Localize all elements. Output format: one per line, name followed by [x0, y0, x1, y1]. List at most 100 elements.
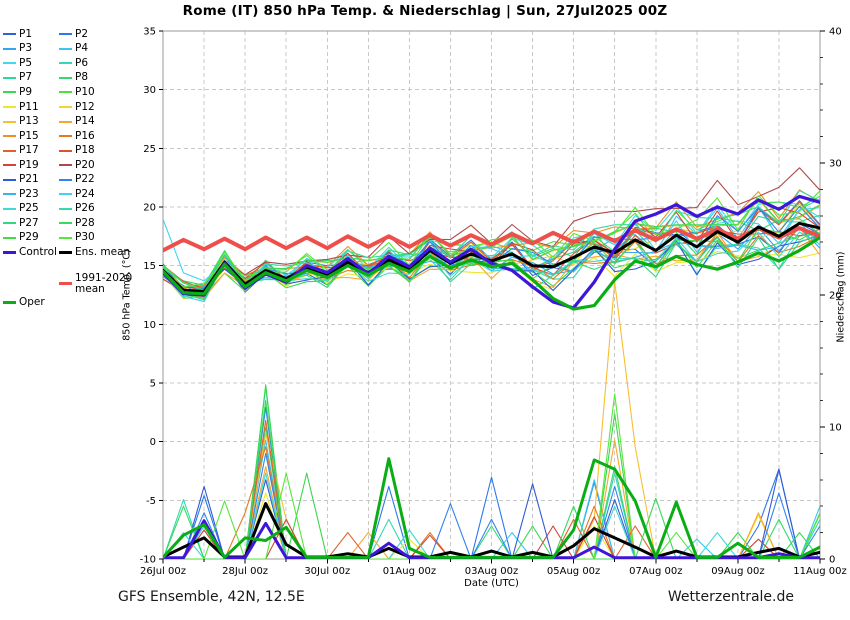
legend-label-P29: P29	[19, 231, 39, 244]
temp-main-1991-2020-mean	[163, 226, 820, 253]
legend-label-P18: P18	[75, 144, 95, 157]
legend-label-P17: P17	[19, 144, 39, 157]
tick-label-left: 10	[143, 320, 156, 331]
chart-title: Rome (IT) 850 hPa Temp. & Niederschlag |…	[182, 3, 668, 19]
tick-label-left: 15	[143, 261, 156, 272]
temp-series-P23	[163, 221, 820, 294]
legend-cell: P24	[59, 187, 155, 200]
legend-swatch-1991-2020-mean	[59, 282, 72, 286]
legend-label-P5: P5	[19, 56, 33, 69]
legend-cell: P20	[59, 159, 155, 171]
legend-swatch-P24	[59, 193, 72, 196]
legend-cell: P9	[3, 86, 59, 98]
tick-label-left: 5	[150, 379, 156, 390]
legend-swatch-P28	[59, 222, 72, 225]
legend-label-P10: P10	[75, 85, 95, 98]
legend-swatch-P26	[59, 207, 72, 210]
legend-cell: P11	[3, 100, 59, 113]
legend-row: 1991-2020 mean	[3, 272, 159, 295]
legend-swatch-Ens-mean	[59, 250, 72, 254]
x-axis-label: Date (UTC)	[464, 578, 519, 589]
legend-swatch-P22	[59, 178, 72, 181]
precip-main-Oper	[163, 457, 820, 559]
legend-label-P12: P12	[75, 100, 95, 113]
precip-series-P25	[163, 472, 820, 559]
legend-swatch-P20	[59, 164, 72, 167]
legend-label-Control: Control	[19, 245, 57, 258]
legend-swatch-P21	[3, 178, 16, 181]
tick-label-left: 0	[150, 437, 156, 448]
legend-label-P11: P11	[19, 100, 39, 113]
legend-cell: P10	[59, 85, 155, 98]
left-axis-label: 850 hPa Temp. (°C)	[121, 249, 133, 341]
legend-swatch-P30	[59, 236, 72, 239]
tick-label-left: 20	[143, 203, 156, 214]
precip-series-P28	[163, 400, 820, 559]
precip-series-P22	[163, 452, 820, 559]
legend-row: P7 P8	[3, 71, 159, 86]
legend-cell: P2	[59, 27, 155, 40]
legend-cell: P21	[3, 174, 59, 185]
legend-label-P27: P27	[19, 216, 39, 229]
legend-cell: P23	[3, 188, 59, 200]
legend-label-P2: P2	[75, 27, 89, 40]
legend-cell: P27	[3, 216, 59, 229]
legend-swatch-P11	[3, 106, 16, 108]
legend-label-Oper: Oper	[19, 295, 45, 308]
legend-swatch-P1	[3, 33, 16, 36]
legend-swatch-P8	[59, 76, 72, 79]
tick-label-right: 0	[829, 555, 835, 566]
precip-series-P16	[163, 446, 820, 559]
precip-series-P21	[163, 468, 820, 559]
legend-row: P25 P26	[3, 202, 159, 217]
legend-cell: P29	[3, 232, 59, 243]
legend-swatch-P14	[59, 120, 72, 123]
precip-series-P30	[163, 393, 820, 559]
legend-swatch-P27	[3, 222, 16, 225]
tick-label-right: 40	[829, 27, 842, 38]
legend-row: Oper	[3, 295, 159, 310]
legend-swatch-P25	[3, 207, 16, 210]
precip-series-P9	[163, 384, 820, 559]
tick-label-x: 28Jul 00z	[222, 566, 268, 577]
legend-swatch-P15	[3, 135, 16, 138]
legend-swatch-P3	[3, 47, 16, 50]
legend-label-P24: P24	[75, 187, 95, 200]
legend-swatch-P18	[59, 149, 72, 152]
legend-swatch-P23	[3, 193, 16, 196]
legend-label-P19: P19	[19, 158, 39, 171]
tick-label-left: 25	[143, 144, 156, 155]
legend-cell: P3	[3, 43, 59, 54]
legend-row: P23 P24	[3, 187, 159, 202]
tick-label-x: 09Aug 00z	[711, 566, 764, 577]
legend-row: P3 P4	[3, 42, 159, 57]
precip-series-P14	[163, 439, 820, 559]
legend-swatch-P5	[3, 62, 16, 65]
precip-series-P8	[163, 426, 820, 559]
legend-cell: P26	[59, 203, 155, 214]
legend-swatch-P4	[59, 47, 72, 50]
legend-row: P9 P10	[3, 85, 159, 100]
tick-label-x: 07Aug 00z	[629, 566, 682, 577]
legend-swatch-P17	[3, 149, 16, 152]
legend-row: P29 P30	[3, 231, 159, 246]
tick-label-x: 05Aug 00z	[547, 566, 600, 577]
legend-cell: 1991-2020 mean	[59, 272, 155, 295]
precip-series-P4	[163, 439, 820, 559]
legend-swatch-P2	[59, 33, 72, 36]
precip-series-P17	[163, 419, 820, 559]
temp-main-Ens-mean	[163, 221, 820, 293]
legend-label-P4: P4	[75, 42, 89, 55]
legend-label-P15: P15	[19, 129, 39, 142]
legend-label-P30: P30	[75, 231, 95, 244]
precip-series-P2	[163, 406, 820, 559]
legend-cell: P6	[59, 57, 155, 69]
legend-swatch-Control	[3, 250, 16, 254]
legend-cell: P28	[59, 217, 155, 229]
legend-cell: P30	[59, 232, 155, 243]
legend-label-P25: P25	[19, 202, 39, 215]
legend-row: Control Ens. mean	[3, 245, 159, 260]
legend: P1 P2 P3 P4 P5 P6 P7 P8 P9 P10 P11 P12 P13 P14 P15 P16 P…	[3, 27, 159, 309]
legend-swatch-P7	[3, 76, 16, 79]
